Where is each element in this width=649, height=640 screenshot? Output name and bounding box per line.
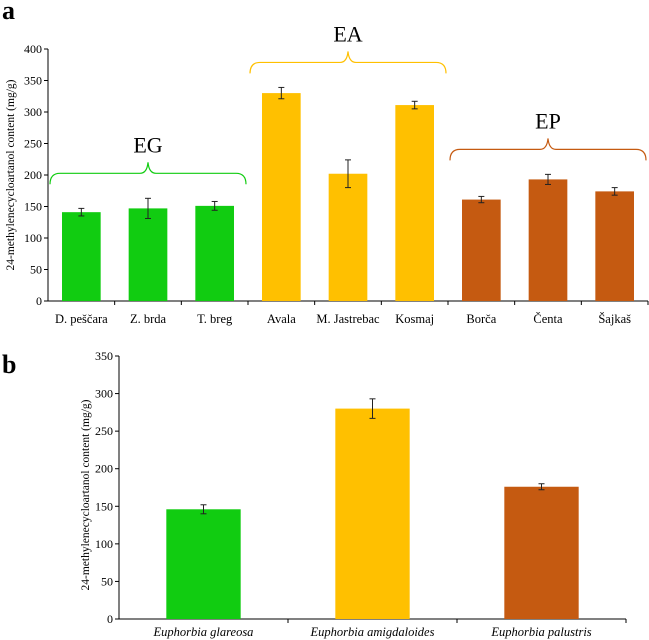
x-tick-label: Euphorbia palustris bbox=[490, 625, 591, 639]
y-tick-label: 150 bbox=[95, 499, 113, 513]
y-tick-label: 0 bbox=[107, 612, 113, 626]
bar bbox=[195, 205, 234, 301]
panel-letter-b: b bbox=[2, 350, 16, 379]
bar bbox=[528, 179, 568, 301]
x-tick-label: D. peščara bbox=[55, 312, 108, 326]
y-tick-label: 350 bbox=[95, 349, 113, 363]
y-tick-label: 250 bbox=[24, 137, 42, 151]
x-tick-label: Avala bbox=[267, 312, 296, 326]
y-tick-label: 250 bbox=[95, 424, 113, 438]
y-tick-label: 400 bbox=[24, 42, 42, 56]
bar bbox=[262, 93, 301, 301]
group-brace bbox=[49, 162, 247, 185]
y-tick-label: 300 bbox=[95, 387, 113, 401]
x-tick-label: T. breg bbox=[197, 312, 233, 326]
y-tick-label: 100 bbox=[95, 537, 113, 551]
bar bbox=[166, 509, 241, 619]
panel-letter-a: a bbox=[2, 0, 15, 25]
y-tick-label: 100 bbox=[24, 231, 42, 245]
y-tick-label: 50 bbox=[101, 574, 113, 588]
bar bbox=[62, 212, 101, 301]
x-tick-label: M. Jastrebac bbox=[316, 312, 380, 326]
y-tick-label: 200 bbox=[24, 168, 42, 182]
y-tick-label: 50 bbox=[30, 263, 42, 277]
x-tick-label: Šajkaš bbox=[598, 312, 631, 326]
group-brace bbox=[249, 51, 447, 74]
y-tick-label: 0 bbox=[36, 294, 42, 308]
y-tick-label: 300 bbox=[24, 105, 42, 119]
x-tick-label: Euphorbia amigdaloides bbox=[310, 625, 435, 639]
group-label: EA bbox=[333, 21, 362, 46]
x-tick-label: Z. brda bbox=[130, 312, 167, 326]
x-tick-label: Čenta bbox=[533, 312, 563, 326]
group-brace bbox=[449, 138, 647, 161]
x-tick-label: Kosmaj bbox=[395, 312, 434, 326]
chart-panel-a: 0 50 100 150 200 250 300 350 400 D. peščara Z. brd… bbox=[24, 21, 649, 326]
chart-panel-b: 0 50 100 150 200 250 300 350 Euphorbia glareosa E… bbox=[95, 349, 627, 639]
group-label: EP bbox=[535, 108, 561, 133]
bar bbox=[335, 408, 410, 619]
bar bbox=[462, 199, 501, 301]
y-tick-label: 150 bbox=[24, 200, 42, 214]
bar bbox=[128, 208, 168, 301]
group-label: EG bbox=[133, 132, 162, 157]
y-tick-label: 200 bbox=[95, 462, 113, 476]
y-axis-label-b: 24-methylenecycloartanol content (mg/g) bbox=[80, 399, 92, 590]
y-axis-label-a: 24-methylenecycloartanol content (mg/g) bbox=[5, 79, 17, 270]
bar bbox=[504, 486, 579, 619]
y-tick-label: 350 bbox=[24, 74, 42, 88]
bar bbox=[328, 173, 368, 301]
x-tick-label: Euphorbia glareosa bbox=[153, 625, 254, 639]
x-tick-label: Borča bbox=[466, 312, 496, 326]
bar bbox=[595, 191, 634, 301]
bar bbox=[395, 105, 434, 301]
